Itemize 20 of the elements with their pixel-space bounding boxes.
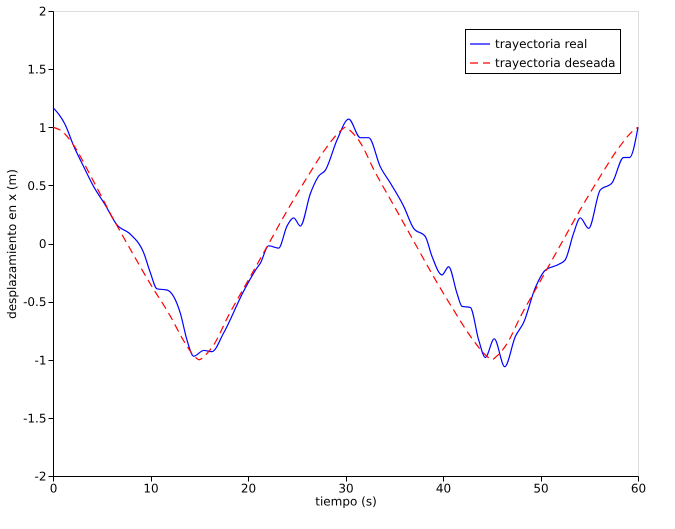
legend-label: trayectoria real: [495, 37, 588, 51]
x-tick-label: 0: [50, 482, 58, 496]
y-tick-label: 0.5: [27, 178, 46, 193]
y-tick-label: 0: [38, 237, 46, 251]
x-tick-label: 10: [143, 482, 159, 496]
x-tick-label: 50: [533, 482, 549, 496]
y-axis-title: desplazamiento en x (m): [5, 169, 20, 319]
x-axis-title: tiempo (s): [315, 494, 377, 508]
x-tick-label: 20: [240, 482, 256, 496]
y-tick-label: -1.5: [23, 411, 46, 426]
y-tick-label: -1: [34, 353, 46, 368]
legend-label: trayectoria deseada: [495, 56, 616, 70]
y-tick-label: 1: [38, 120, 46, 135]
y-tick-label: 1.5: [27, 62, 46, 77]
y-tick-label: -0.5: [23, 295, 46, 310]
x-tick-label: 40: [436, 482, 452, 496]
y-tick-label: -2: [34, 470, 46, 484]
y-tick-label: 2: [38, 4, 46, 18]
x-tick-label: 30: [338, 482, 354, 496]
x-tick-label: 60: [630, 482, 646, 496]
